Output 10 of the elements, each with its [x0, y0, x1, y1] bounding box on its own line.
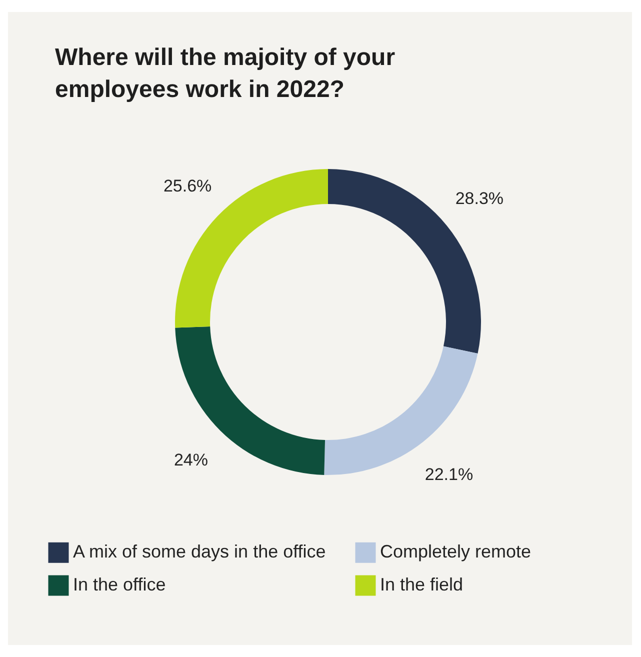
legend-label: In the field: [380, 574, 464, 594]
legend-label: A mix of some days in the office: [73, 542, 326, 562]
legend-label: In the office: [73, 574, 166, 594]
data-label: 28.3%: [455, 189, 504, 208]
data-label: 22.1%: [424, 464, 474, 484]
data-label: 25.6%: [163, 176, 212, 196]
data-label: 24%: [174, 450, 208, 470]
donut-slice: [175, 326, 326, 475]
legend-label: Completely remote: [380, 542, 532, 562]
chart-title: Where will the majoity of your employees work in 2022?: [55, 43, 396, 105]
